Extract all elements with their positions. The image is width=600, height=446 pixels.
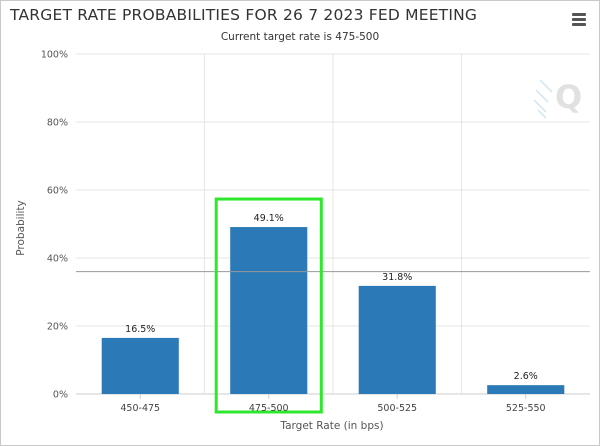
data-label: 2.6% bbox=[514, 371, 538, 382]
y-tick-labels: 0% 20% 40% 60% 80% 100% bbox=[41, 50, 68, 401]
y-tick-label: 80% bbox=[47, 118, 68, 129]
y-tick-label: 60% bbox=[47, 186, 68, 197]
x-axis-title: Target Rate (in bps) bbox=[279, 420, 383, 432]
bar-525-550 bbox=[487, 385, 565, 394]
data-label: 49.1% bbox=[254, 213, 284, 224]
bars bbox=[101, 227, 565, 394]
highlight-box bbox=[214, 197, 323, 414]
x-tick-label: 525-550 bbox=[506, 403, 546, 414]
q-logo-icon: Q bbox=[533, 78, 582, 119]
y-tick-label: 20% bbox=[47, 322, 68, 333]
x-tick-label: 450-475 bbox=[120, 403, 160, 414]
x-tick-label: 500-525 bbox=[377, 403, 417, 414]
y-tick-label: 100% bbox=[41, 50, 68, 61]
bar-475-500 bbox=[230, 227, 308, 394]
x-tick-label: 475-500 bbox=[249, 403, 289, 414]
data-labels: 16.5% 49.1% 31.8% 2.6% bbox=[125, 213, 538, 382]
data-label: 16.5% bbox=[125, 324, 155, 335]
q-logo-text: Q bbox=[555, 78, 582, 116]
chart-subtitle: Current target rate is 475-500 bbox=[220, 31, 380, 43]
bar-500-525 bbox=[358, 285, 436, 394]
chart-title: TARGET RATE PROBABILITIES FOR 26 7 2023 … bbox=[10, 6, 478, 24]
y-tick-label: 40% bbox=[47, 254, 68, 265]
y-axis-title: Probability bbox=[15, 200, 27, 256]
y-tick-label: 0% bbox=[53, 390, 68, 401]
hamburger-menu-icon[interactable] bbox=[572, 13, 586, 26]
x-tick-labels: 450-475 475-500 500-525 525-550 bbox=[120, 394, 546, 414]
data-label: 31.8% bbox=[382, 272, 412, 283]
highlight-box bbox=[214, 197, 323, 414]
y-gridlines bbox=[76, 53, 590, 395]
bar-450-475 bbox=[101, 337, 179, 394]
